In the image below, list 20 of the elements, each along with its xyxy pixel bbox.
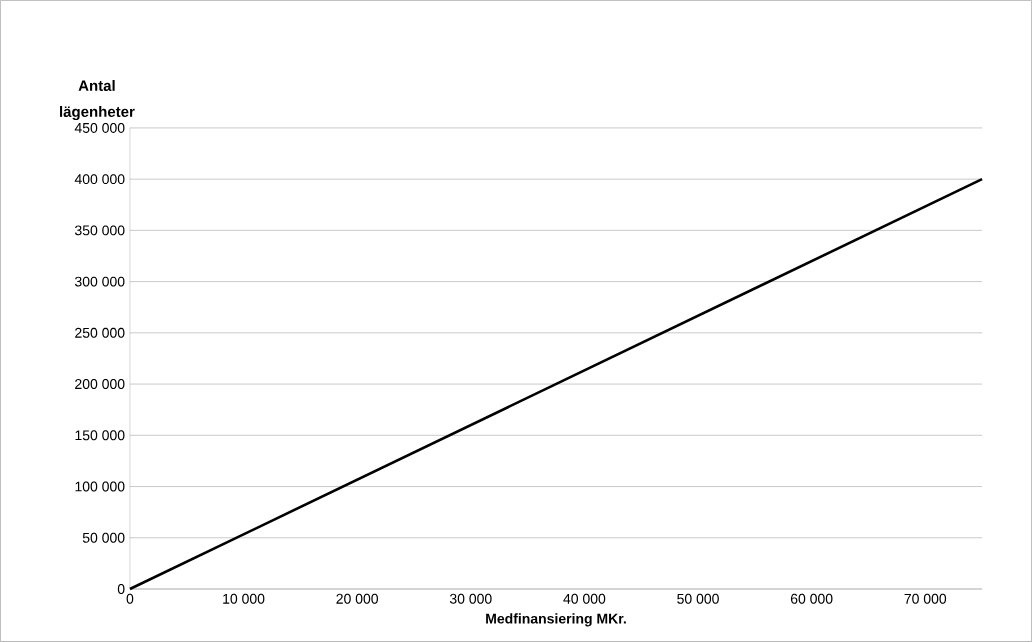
y-tick-label: 300 000 [74,276,125,287]
x-tick-label: 20 000 [336,593,379,604]
y-tick-label: 350 000 [74,225,125,236]
y-tick-label: 400 000 [74,174,125,185]
x-tick-label: 60 000 [790,593,833,604]
x-tick-label: 70 000 [904,593,947,604]
y-axis-title: Antal lägenheter [60,80,135,121]
x-tick-label: 10 000 [223,593,265,604]
y-tick-label: 150 000 [75,430,125,441]
x-tick-label: 40 000 [563,593,606,604]
y-tick-label: 250 000 [75,327,125,338]
y-tick-label: 450 000 [74,122,125,133]
y-tick-label: 50 000 [82,532,125,543]
x-tick-label: 30 000 [449,593,492,604]
x-tick-label: 50 000 [677,593,719,604]
y-tick-label: 100 000 [75,481,125,492]
x-tick-label: 0 [126,593,134,604]
y-tick-label: 0 [117,584,125,595]
y-tick-label: 200 000 [75,379,125,390]
x-axis-title: Medfinansiering MKr. [486,613,626,627]
